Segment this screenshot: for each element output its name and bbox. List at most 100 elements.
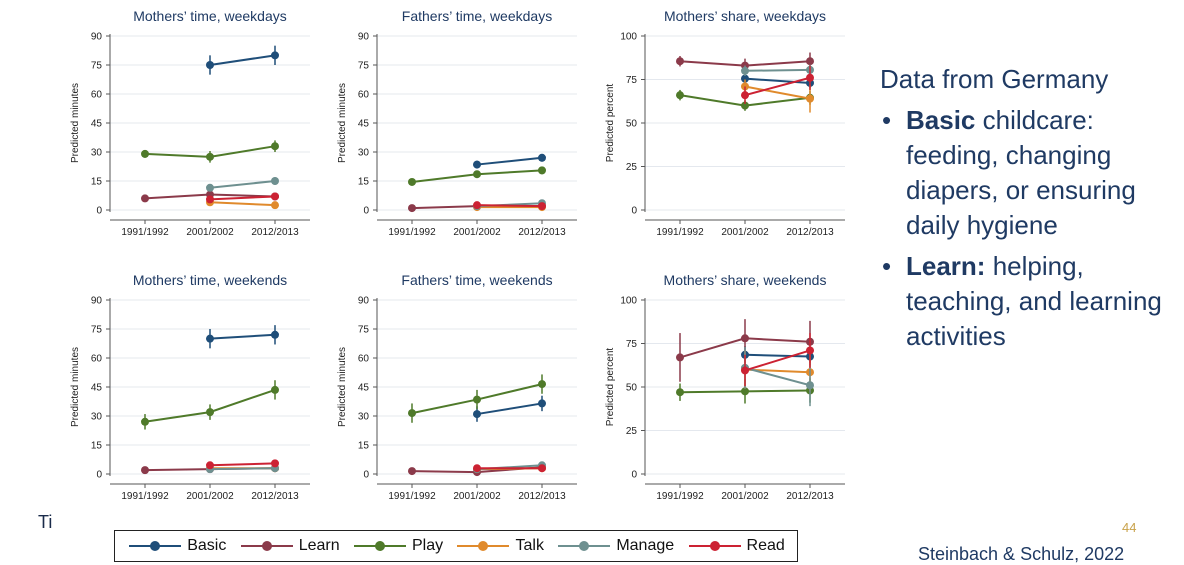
y-tick-label: 60: [358, 90, 370, 101]
data-point-manage: [206, 183, 214, 192]
series-line-basic: [209, 54, 276, 66]
y-tick-label: 100: [620, 296, 637, 307]
data-point-play: [538, 166, 546, 175]
bullet-basic: • Basic childcare: feeding, changing diap…: [880, 103, 1180, 243]
series-line-basic: [744, 353, 811, 358]
data-point-talk: [806, 94, 814, 103]
data-point-manage: [741, 66, 749, 75]
y-tick-label: 100: [620, 32, 637, 43]
legend-marker-icon: [353, 541, 406, 551]
data-point-talk: [271, 201, 279, 210]
data-point-play: [408, 409, 416, 418]
y-tick-label: 0: [363, 470, 369, 481]
y-tick-label: 75: [91, 325, 103, 336]
data-point-learn: [141, 194, 149, 203]
chart-panel: 0 15 30 45 60 75 90 1991/1992 2001/2002 2012/2013…: [70, 8, 310, 238]
y-axis-label: Predicted minutes: [70, 83, 81, 163]
legend-item-read: Read: [687, 537, 785, 555]
y-tick-label: 60: [91, 354, 103, 365]
y-tick-label: 0: [96, 206, 102, 217]
data-point-play: [741, 387, 749, 396]
bullet-dot-icon: •: [882, 251, 892, 281]
chart-panel: 0 25 50 75 100 1991/1992 2001/2002 2012/2013 Mot…: [605, 8, 845, 238]
data-point-learn: [676, 57, 684, 66]
y-tick-label: 30: [91, 148, 103, 159]
legend-marker-icon: [240, 541, 293, 551]
y-tick-label: 15: [358, 441, 370, 452]
legend-item-talk: Talk: [455, 537, 544, 555]
x-tick-label: 1991/1992: [388, 227, 436, 238]
data-point-basic: [473, 410, 481, 419]
legend-item-manage: Manage: [556, 537, 674, 555]
y-tick-label: 50: [626, 119, 638, 130]
series-line-manage: [209, 180, 276, 189]
series-line-read: [744, 76, 811, 97]
x-tick-label: 2001/2002: [453, 491, 501, 502]
y-tick-label: 45: [358, 119, 370, 130]
data-point-play: [741, 101, 749, 110]
legend-marker-icon: [558, 541, 611, 551]
legend-marker-icon: [457, 541, 510, 551]
y-axis-label: Predicted minutes: [70, 347, 81, 427]
y-axis-label: Predicted percent: [605, 84, 616, 163]
data-point-play: [271, 385, 279, 394]
legend-label: Manage: [616, 537, 675, 554]
y-tick-label: 25: [626, 162, 638, 173]
data-point-play: [473, 170, 481, 179]
legend-item-basic: Basic: [127, 537, 226, 555]
y-tick-label: 15: [91, 441, 103, 452]
x-tick-label: 2012/2013: [251, 491, 299, 502]
chart-title: Mothers’ share, weekdays: [664, 8, 826, 24]
data-point-read: [271, 192, 279, 201]
data-point-play: [676, 91, 684, 100]
series-line-manage: [209, 467, 276, 471]
y-tick-label: 90: [91, 32, 103, 43]
x-tick-label: 2001/2002: [186, 491, 234, 502]
y-tick-label: 75: [358, 61, 370, 72]
legend-label: Talk: [515, 537, 544, 554]
y-tick-label: 0: [363, 206, 369, 217]
x-tick-label: 2001/2002: [721, 227, 769, 238]
data-point-read: [473, 464, 481, 473]
citation: Steinbach & Schulz, 2022: [918, 544, 1125, 564]
y-tick-label: 25: [626, 426, 638, 437]
y-tick-label: 45: [91, 119, 103, 130]
x-tick-label: 1991/1992: [656, 491, 704, 502]
data-point-play: [271, 142, 279, 151]
series-line-basic: [209, 333, 276, 340]
data-point-read: [741, 366, 749, 375]
series-line-basic: [744, 77, 811, 84]
data-point-play: [473, 395, 481, 404]
x-tick-label: 2001/2002: [186, 227, 234, 238]
notes-heading: Data from Germany: [880, 64, 1109, 94]
data-point-play: [538, 380, 546, 389]
y-tick-label: 0: [631, 470, 637, 481]
legend-marker-icon: [688, 541, 741, 551]
data-point-learn: [408, 467, 416, 476]
legend-label: Basic: [187, 537, 227, 554]
x-tick-label: 2012/2013: [786, 227, 834, 238]
data-point-read: [473, 201, 481, 210]
data-point-read: [538, 464, 546, 473]
data-point-basic: [271, 330, 279, 339]
data-point-basic: [206, 334, 214, 343]
x-tick-label: 2012/2013: [518, 491, 566, 502]
legend-item-learn: Learn: [239, 537, 340, 555]
bullet-learn-text: helping, teaching, and learning activiti…: [906, 251, 1162, 351]
y-tick-label: 60: [91, 90, 103, 101]
data-point-read: [741, 91, 749, 100]
side-notes: Data from Germany • Basic childcare: feed…: [880, 62, 1180, 354]
x-tick-label: 2012/2013: [518, 227, 566, 238]
data-point-play: [408, 177, 416, 186]
y-tick-label: 50: [626, 383, 638, 394]
y-tick-label: 30: [358, 412, 370, 423]
data-point-play: [206, 152, 214, 161]
series-line-read: [209, 195, 276, 201]
bullet-basic-term: Basic: [906, 105, 976, 135]
y-axis-label: Predicted minutes: [337, 347, 348, 427]
chart-title: Mothers’ share, weekends: [664, 272, 827, 288]
data-point-play: [676, 388, 684, 397]
chart-title: Fathers’ time, weekends: [401, 272, 552, 288]
y-tick-label: 60: [358, 354, 370, 365]
x-tick-label: 1991/1992: [121, 491, 169, 502]
